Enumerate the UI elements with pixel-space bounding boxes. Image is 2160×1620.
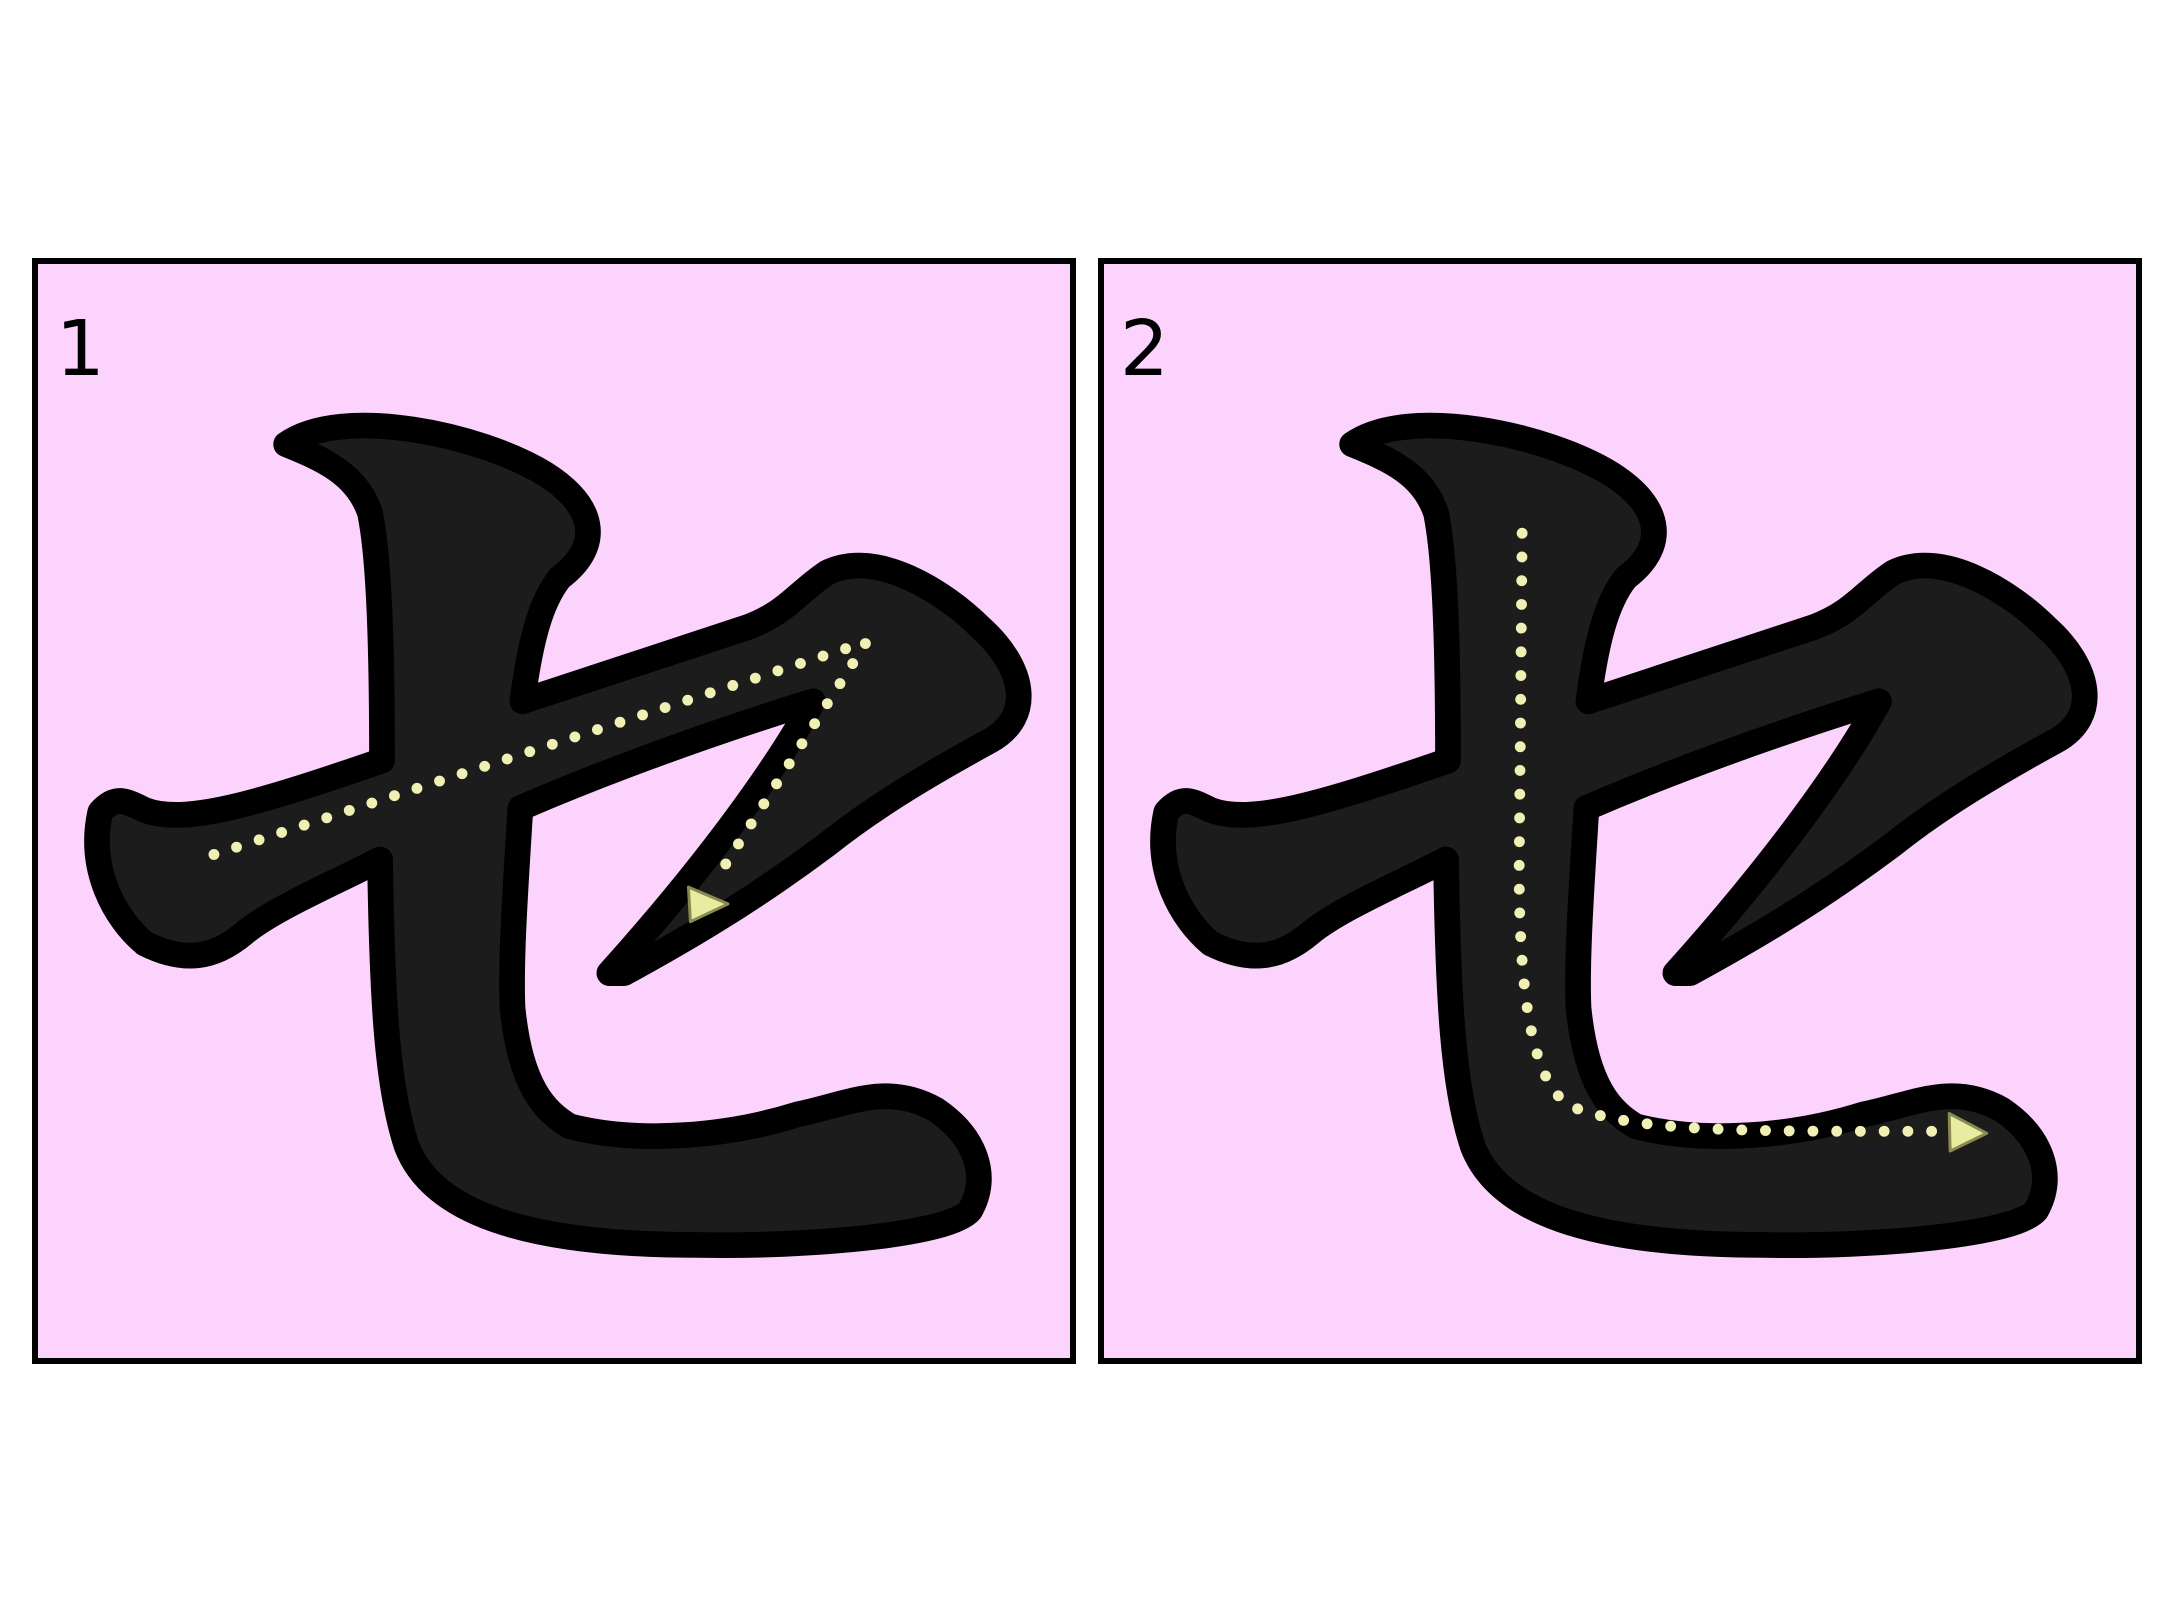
- step-number: 1: [56, 304, 105, 394]
- stroke-order-panel-2: 2: [1098, 258, 2142, 1364]
- direction-arrow-icon: [686, 885, 730, 924]
- katakana-se-glyph: [1163, 426, 2085, 1246]
- direction-arrow-icon: [1947, 1112, 1989, 1153]
- step-number: 2: [1120, 304, 1169, 394]
- stroke-diagram: 1: [56, 304, 1070, 1358]
- stroke-order-panel-1: 1: [32, 258, 1076, 1364]
- dotted-stroke-path: [208, 632, 880, 885]
- katakana-se-glyph: [97, 426, 1019, 1246]
- stroke-diagram: 2: [1120, 304, 2136, 1358]
